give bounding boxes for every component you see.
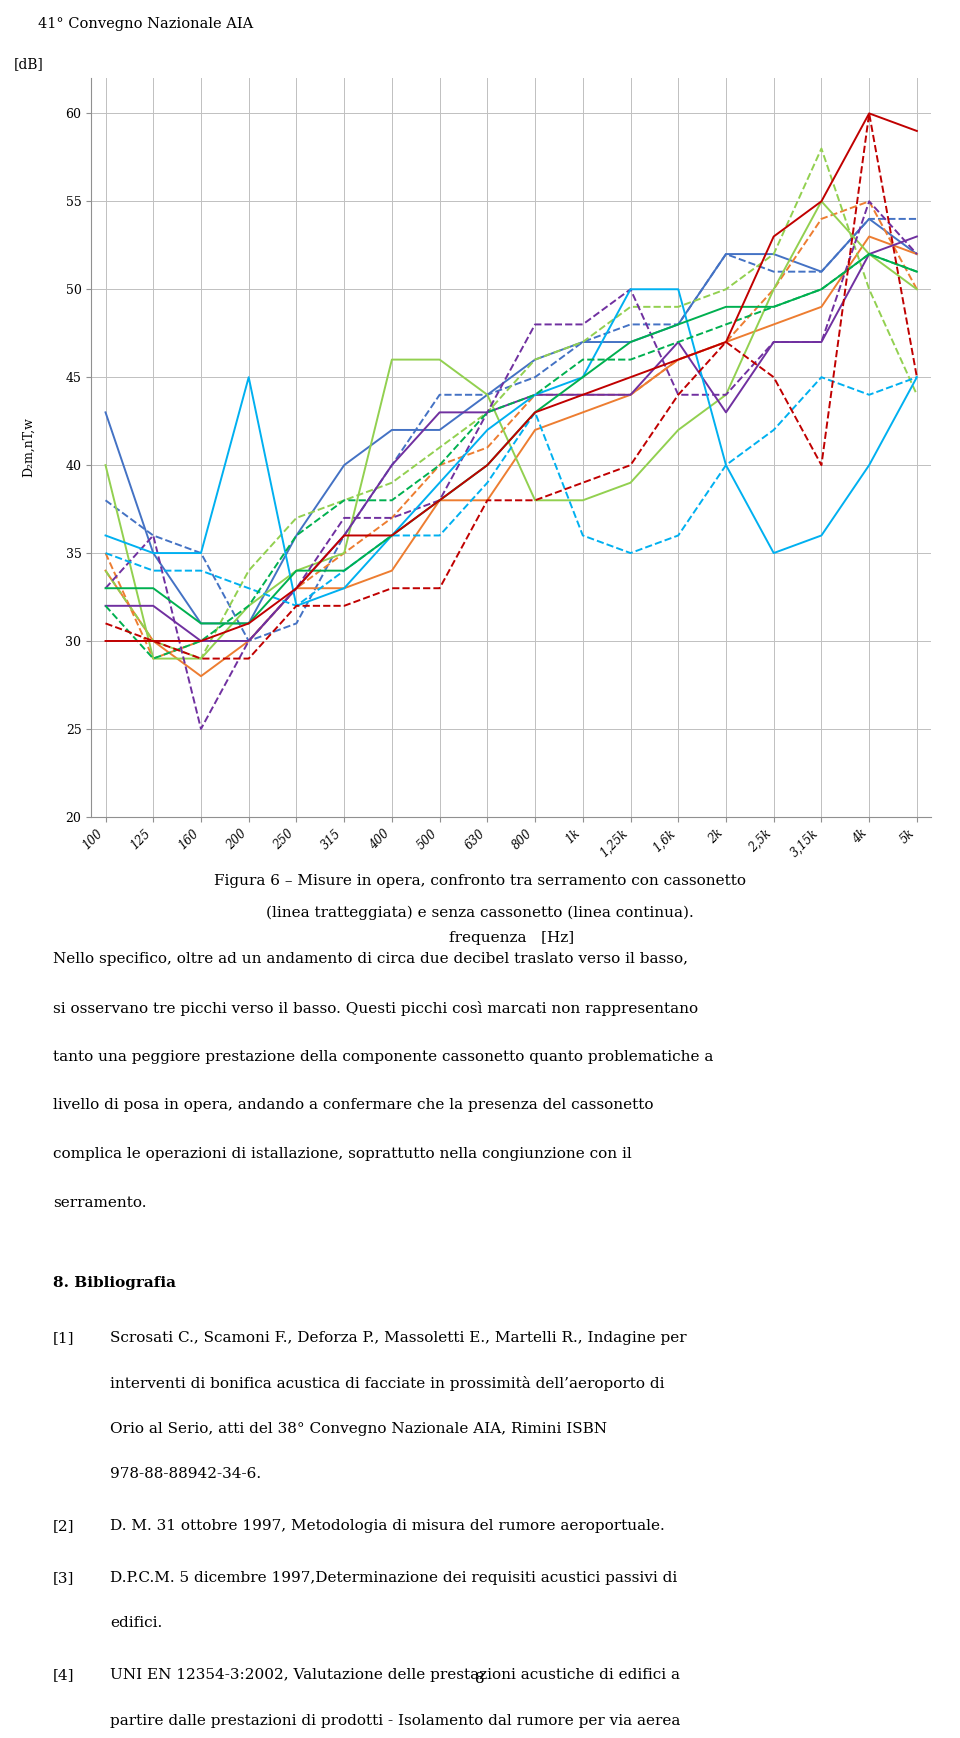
Text: 8: 8: [475, 1672, 485, 1686]
Text: frequenza   [Hz]: frequenza [Hz]: [448, 932, 574, 945]
Text: 978-88-88942-34-6.: 978-88-88942-34-6.: [110, 1467, 261, 1481]
Text: livello di posa in opera, andando a confermare che la presenza del cassonetto: livello di posa in opera, andando a conf…: [53, 1098, 654, 1112]
Text: 41° Convegno Nazionale AIA: 41° Convegno Nazionale AIA: [38, 17, 253, 31]
Text: Figura 6 – Misure in opera, confronto tra serramento con cassonetto: Figura 6 – Misure in opera, confronto tr…: [214, 874, 746, 888]
Text: [4]: [4]: [53, 1668, 74, 1682]
Text: partire dalle prestazioni di prodotti - Isolamento dal rumore per via aerea: partire dalle prestazioni di prodotti - …: [110, 1714, 681, 1728]
Text: [1]: [1]: [53, 1331, 74, 1345]
Text: [3]: [3]: [53, 1571, 74, 1585]
Text: D.P.C.M. 5 dicembre 1997,Determinazione dei requisiti acustici passivi di: D.P.C.M. 5 dicembre 1997,Determinazione …: [110, 1571, 678, 1585]
Text: Orio al Serio, atti del 38° Convegno Nazionale AIA, Rimini ISBN: Orio al Serio, atti del 38° Convegno Naz…: [110, 1422, 608, 1436]
Text: [2]: [2]: [53, 1519, 74, 1533]
Text: tanto una peggiore prestazione della componente cassonetto quanto problematiche : tanto una peggiore prestazione della com…: [53, 1050, 713, 1064]
Text: (linea tratteggiata) e senza cassonetto (linea continua).: (linea tratteggiata) e senza cassonetto …: [266, 905, 694, 919]
Text: serramento.: serramento.: [53, 1196, 146, 1210]
Text: D. M. 31 ottobre 1997, Metodologia di misura del rumore aeroportuale.: D. M. 31 ottobre 1997, Metodologia di mi…: [110, 1519, 665, 1533]
Text: edifici.: edifici.: [110, 1616, 162, 1630]
Text: complica le operazioni di istallazione, soprattutto nella congiunzione con il: complica le operazioni di istallazione, …: [53, 1147, 632, 1161]
Text: Nello specifico, oltre ad un andamento di circa due decibel traslato verso il ba: Nello specifico, oltre ad un andamento d…: [53, 952, 687, 966]
Text: si osservano tre picchi verso il basso. Questi picchi così marcati non rappresen: si osservano tre picchi verso il basso. …: [53, 1001, 698, 1017]
Text: D₂m,nT,w: D₂m,nT,w: [22, 417, 35, 478]
Text: Scrosati C., Scamoni F., Deforza P., Massoletti E., Martelli R., Indagine per: Scrosati C., Scamoni F., Deforza P., Mas…: [110, 1331, 687, 1345]
Text: [dB]: [dB]: [13, 57, 43, 71]
Text: UNI EN 12354-3:2002, Valutazione delle prestazioni acustiche di edifici a: UNI EN 12354-3:2002, Valutazione delle p…: [110, 1668, 681, 1682]
Text: interventi di bonifica acustica di facciate in prossimità dell’aeroporto di: interventi di bonifica acustica di facci…: [110, 1376, 665, 1392]
Text: 8. Bibliografia: 8. Bibliografia: [53, 1276, 176, 1290]
